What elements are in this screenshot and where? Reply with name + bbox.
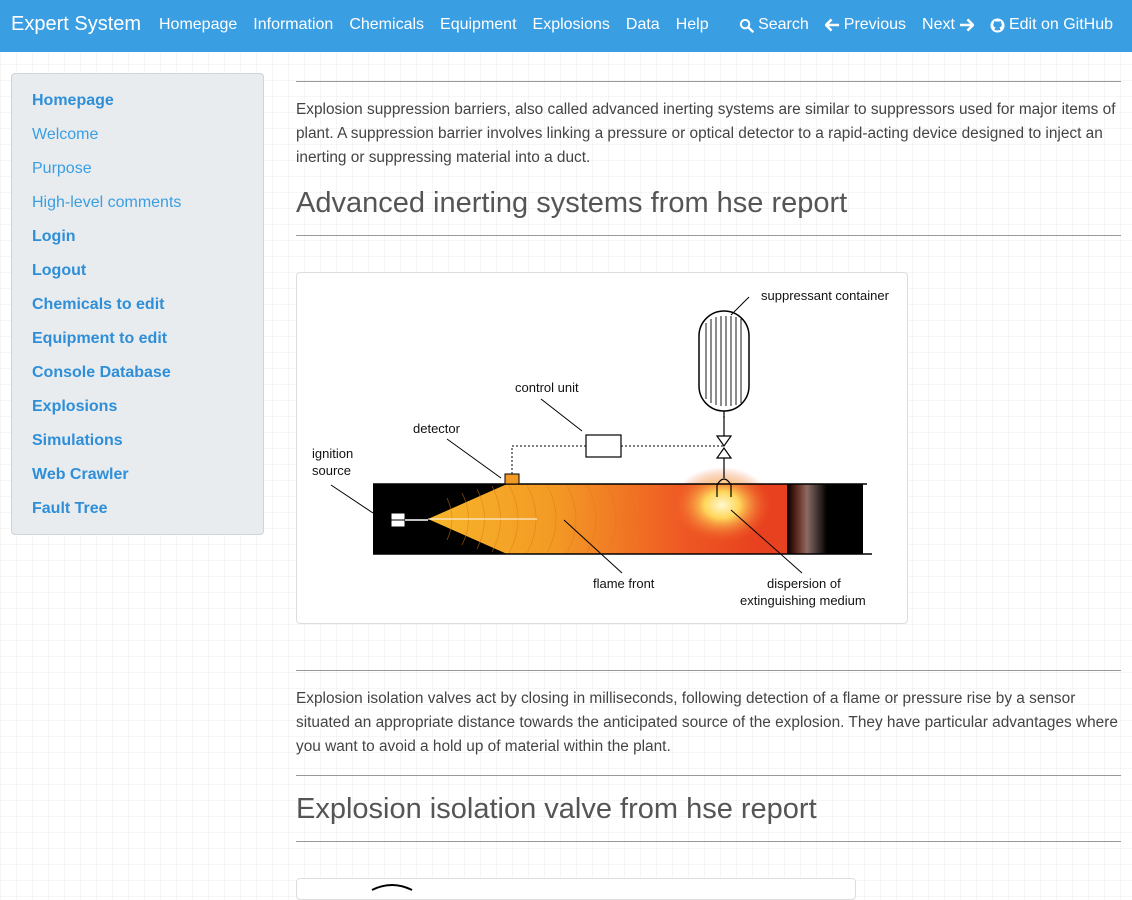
previous-label: Previous [843,16,907,33]
control-unit [585,434,622,458]
nav-menu: Homepage Information Chemicals Equipment… [159,16,725,34]
sidebar: Homepage Welcome Purpose High-level comm… [11,73,264,535]
divider [296,670,1121,671]
divider [296,841,1121,842]
arrow-right-icon [959,18,974,32]
paragraph-isolation-valves: Explosion isolation valves act by closin… [296,690,1118,755]
sidebar-item-purpose[interactable]: Purpose [32,160,92,177]
nav-information[interactable]: Information [253,16,334,33]
top-navbar: Expert System Homepage Information Chemi… [0,0,1132,52]
label-dispersion: dispersion of [767,576,841,591]
search-icon [739,18,754,33]
sidebar-item-welcome[interactable]: Welcome [32,126,99,143]
signal-lines [511,445,724,474]
label-suppressant-container: suppressant container [761,288,890,303]
inerting-system-diagram: suppressant container control unit detec… [312,288,890,608]
next-link[interactable]: Next [922,16,974,34]
brand-title[interactable]: Expert System [11,13,142,35]
nav-explosions[interactable]: Explosions [532,16,610,33]
github-link[interactable]: Edit on GitHub [990,16,1113,34]
figure-isolation-valve-diagram [296,878,856,900]
sidebar-item-chemicals-to-edit[interactable]: Chemicals to edit [32,296,165,313]
leader-lines [330,296,803,574]
sidebar-item-high-level-comments[interactable]: High-level comments [32,194,182,211]
sidebar-item-fault-tree[interactable]: Fault Tree [32,500,108,517]
heading-isolation-valve: Explosion isolation valve from hse repor… [296,793,817,825]
sidebar-item-homepage[interactable]: Homepage [32,92,114,109]
detector [504,473,520,485]
label-detector: detector [413,421,461,436]
nav-actions: Search Previous Next Edit on GitHub [723,16,1113,34]
sidebar-item-console-database[interactable]: Console Database [32,364,171,381]
nav-homepage[interactable]: Homepage [159,16,238,33]
paragraph-suppression-barriers: Explosion suppression barriers, also cal… [296,101,1116,166]
nav-help[interactable]: Help [675,16,709,33]
duct [373,467,872,555]
github-icon [990,17,1005,33]
heading-advanced-inerting: Advanced inerting systems from hse repor… [296,187,848,219]
sidebar-menu: Homepage Welcome Purpose High-level comm… [12,74,263,534]
label-ignition: ignition [312,446,353,461]
sidebar-item-simulations[interactable]: Simulations [32,432,123,449]
nav-chemicals[interactable]: Chemicals [349,16,425,33]
label-flame-front: flame front [593,576,655,591]
sidebar-item-login[interactable]: Login [32,228,76,245]
label-source: source [312,463,351,478]
sidebar-item-explosions[interactable]: Explosions [32,398,118,415]
search-link[interactable]: Search [739,16,809,34]
figure-advanced-inerting-diagram: suppressant container control unit detec… [296,272,908,624]
arrow-left-icon [824,18,839,32]
previous-link[interactable]: Previous [824,16,907,34]
label-control-unit: control unit [515,380,579,395]
divider [296,775,1121,776]
divider [296,235,1121,236]
divider [296,81,1121,82]
nav-data[interactable]: Data [625,16,660,33]
next-label: Next [922,16,955,33]
isolation-valve-diagram [371,884,413,891]
sidebar-item-equipment-to-edit[interactable]: Equipment to edit [32,330,168,347]
sidebar-item-logout[interactable]: Logout [32,262,87,279]
valve [715,416,733,497]
sidebar-item-web-crawler[interactable]: Web Crawler [32,466,129,483]
github-label: Edit on GitHub [1008,16,1113,33]
search-label: Search [758,16,809,33]
label-extinguishing-medium: extinguishing medium [740,593,866,608]
ignition-source [390,512,428,528]
suppressant-container [698,310,750,418]
nav-equipment[interactable]: Equipment [440,16,517,33]
